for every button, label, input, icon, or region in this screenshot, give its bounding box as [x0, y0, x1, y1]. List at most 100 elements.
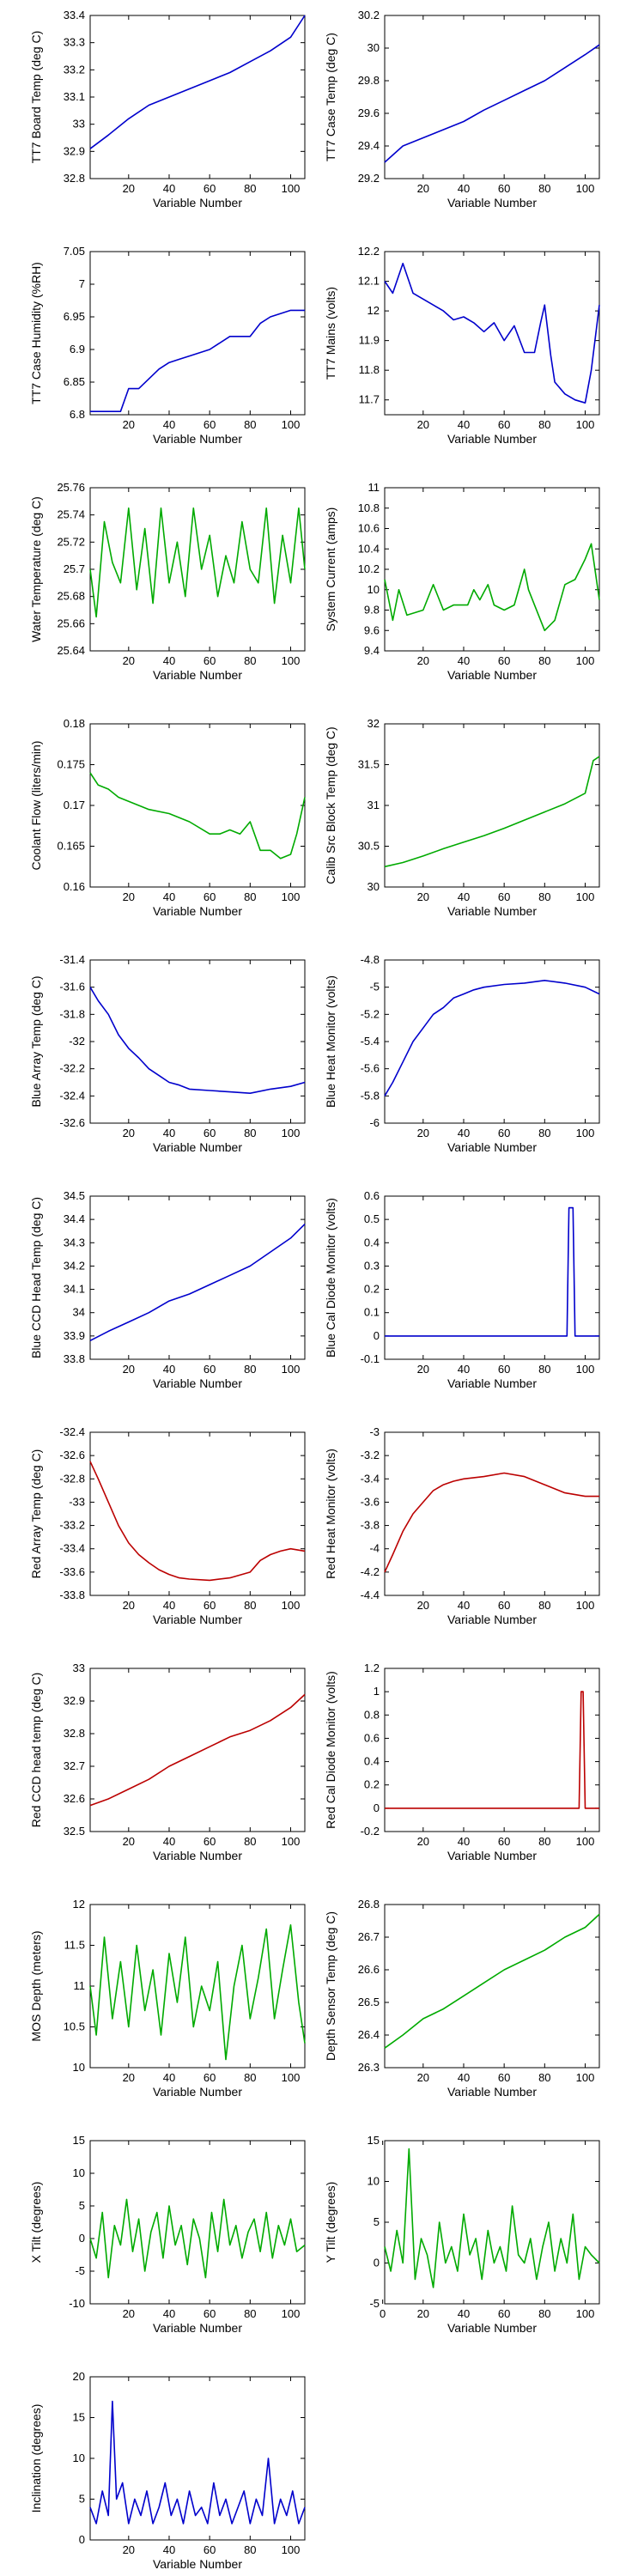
y-tick-label: -3.6 [361, 1495, 380, 1508]
x-axis-label: Variable Number [153, 196, 242, 210]
y-tick-label: -33.2 [59, 1519, 85, 1532]
x-tick-label: 100 [576, 2071, 595, 2084]
y-tick-label: 0.4 [364, 1755, 380, 1768]
x-axis-label: Variable Number [447, 2321, 537, 2335]
x-tick-label: 80 [244, 890, 256, 903]
x-axis-label: Variable Number [447, 1613, 537, 1626]
y-tick-label: 32.8 [64, 172, 85, 185]
y-tick-label: 25.64 [57, 644, 85, 657]
x-axis-label: Variable Number [447, 2085, 537, 2099]
series-line [89, 2198, 306, 2279]
x-tick-label: 80 [244, 654, 256, 667]
y-tick-label: 33 [73, 118, 85, 131]
series-line [89, 2400, 306, 2524]
x-tick-label: 100 [576, 182, 595, 195]
x-tick-label: 100 [576, 1363, 595, 1376]
y-tick-label: 11.5 [64, 1939, 85, 1952]
series-line [385, 1691, 599, 1809]
chart-panel: 20 40 60 80 100 32.5 32.6 32.7 32.8 32.9 33 Variabl… [29, 1662, 306, 1862]
x-tick-label: 100 [282, 1127, 301, 1139]
x-tick-label: 60 [498, 1835, 510, 1848]
x-tick-label: 80 [244, 182, 256, 195]
y-tick-label: -32.4 [59, 1425, 85, 1438]
y-axis-label: TT7 Case Humidity (%RH) [29, 262, 43, 404]
y-tick-label: 25.66 [57, 617, 85, 629]
plot-frame [384, 723, 600, 888]
x-tick-label: 20 [417, 1599, 429, 1612]
y-tick-label: 34.4 [64, 1212, 85, 1225]
y-tick-label: 33.8 [64, 1352, 85, 1365]
y-axis-label: Water Temperature (deg C) [29, 496, 43, 642]
x-tick-label: 60 [204, 1835, 216, 1848]
x-tick-label: 20 [123, 2543, 135, 2556]
series-line [89, 15, 306, 149]
y-tick-label: 0 [79, 2232, 85, 2245]
x-tick-label: 80 [244, 1363, 256, 1376]
y-tick-label: 10 [73, 2166, 85, 2179]
y-tick-label: 0.175 [57, 758, 85, 771]
series-line [384, 262, 600, 404]
y-tick-label: 0.2 [364, 1283, 380, 1296]
y-tick-label: 26.4 [358, 2028, 380, 2041]
y-tick-label: -32 [69, 1035, 85, 1048]
y-tick-label: 29.6 [358, 106, 380, 119]
y-axis-label: Blue Array Temp (deg C) [29, 975, 43, 1107]
y-tick-label: 30.2 [358, 9, 380, 21]
x-tick-label: 100 [282, 654, 301, 667]
chart-panel: 20 40 60 80 100 30 30.5 31 31.5 32 Variable Number… [324, 717, 600, 918]
x-tick-label: 80 [538, 182, 550, 195]
y-tick-label: -5.8 [361, 1089, 380, 1102]
series-line [385, 1206, 599, 1337]
y-tick-label: 11 [368, 481, 380, 494]
y-axis-label: Red Array Temp (deg C) [29, 1449, 43, 1579]
plot-frame [89, 1431, 306, 1596]
x-tick-label: 80 [538, 1835, 550, 1848]
x-tick-label: 80 [538, 890, 550, 903]
x-axis-label: Variable Number [153, 904, 242, 918]
x-tick-label: 40 [163, 1599, 175, 1612]
x-tick-label: 20 [417, 2071, 429, 2084]
chart-panel: 20 40 60 80 100 -0.2 0 0.2 0.4 0.6 0.8 1 1.2 Variable… [324, 1662, 600, 1862]
plot-frame [384, 1431, 600, 1596]
y-tick-label: 26.3 [358, 2061, 380, 2074]
y-tick-label: 30 [368, 880, 380, 893]
y-tick-label: 32 [368, 717, 380, 730]
plot-frame [89, 1668, 306, 1832]
series-line [384, 756, 600, 868]
y-tick-label: -5 [369, 981, 380, 993]
x-tick-label: 40 [458, 890, 470, 903]
y-tick-label: -32.6 [59, 1116, 85, 1129]
x-tick-label: 40 [163, 2307, 175, 2320]
y-tick-label: 34 [73, 1306, 85, 1319]
chart-panel: 20 40 60 80 100 0 5 10 15 20 Variable Number Inclin… [29, 2370, 306, 2571]
x-tick-label: 100 [282, 2071, 301, 2084]
plot-frame [384, 1195, 600, 1360]
chart-panel: 20 40 60 80 100 -33.8 -33.6 -33.4 -33.2 -33 -32.8 -… [29, 1425, 306, 1626]
y-tick-label: 25.76 [57, 481, 85, 494]
x-tick-label: 40 [458, 1835, 470, 1848]
y-tick-label: 5 [374, 2215, 380, 2228]
y-tick-label: 7 [79, 277, 85, 290]
y-tick-label: 26.8 [358, 1898, 380, 1911]
y-tick-label: 10 [368, 583, 380, 596]
y-tick-label: 0.16 [64, 880, 85, 893]
y-tick-label: -10 [69, 2297, 85, 2310]
series-line [384, 2148, 600, 2288]
x-tick-label: 60 [204, 890, 216, 903]
y-tick-label: -4.8 [361, 953, 380, 966]
x-axis-label: Variable Number [153, 1376, 242, 1390]
y-tick-label: -33.4 [59, 1542, 85, 1555]
x-tick-label: 100 [576, 890, 595, 903]
x-tick-label: 60 [204, 1363, 216, 1376]
x-tick-label: 20 [123, 1599, 135, 1612]
series-line [89, 772, 306, 860]
y-tick-label: 12 [73, 1898, 85, 1911]
y-tick-label: 10 [73, 2061, 85, 2074]
y-tick-label: 15 [73, 2411, 85, 2424]
y-tick-label: -32.2 [59, 1062, 85, 1075]
y-tick-label: 20 [73, 2370, 85, 2383]
y-axis-label: MOS Depth (meters) [29, 1930, 43, 2041]
x-tick-label: 100 [282, 890, 301, 903]
x-axis-label: Variable Number [447, 1140, 537, 1154]
x-tick-label: 80 [538, 1599, 550, 1612]
